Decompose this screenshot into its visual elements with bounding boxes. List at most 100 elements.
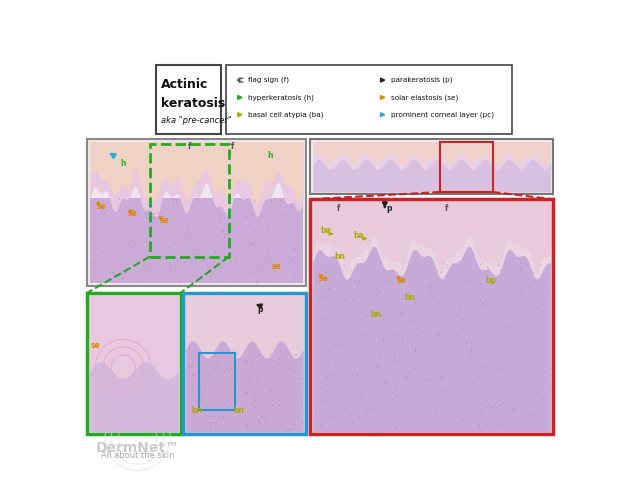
- Point: [221, 364, 231, 372]
- Point: [376, 428, 386, 435]
- Point: [212, 396, 223, 404]
- Point: [403, 396, 413, 404]
- Point: [186, 370, 196, 378]
- Point: [454, 363, 464, 371]
- Point: [508, 350, 518, 358]
- Point: [209, 352, 220, 360]
- Point: [528, 366, 538, 374]
- Point: [249, 198, 259, 205]
- Point: [451, 335, 461, 343]
- Point: [204, 265, 214, 273]
- Point: [420, 376, 430, 384]
- Point: [182, 360, 193, 368]
- Point: [129, 197, 139, 205]
- Point: [484, 420, 495, 427]
- Point: [265, 350, 275, 358]
- Point: [320, 382, 330, 389]
- Point: [106, 262, 116, 269]
- Point: [441, 327, 451, 335]
- Point: [531, 402, 541, 409]
- Point: [365, 363, 375, 371]
- Point: [287, 425, 297, 432]
- Point: [254, 419, 264, 426]
- Point: [412, 398, 422, 406]
- Point: [494, 318, 504, 325]
- Point: [435, 400, 445, 408]
- Point: [406, 425, 417, 432]
- Point: [375, 349, 385, 357]
- Point: [374, 337, 384, 345]
- Point: [396, 274, 406, 281]
- Point: [244, 240, 255, 248]
- Point: [312, 412, 322, 420]
- Point: [147, 205, 157, 213]
- Point: [379, 377, 389, 384]
- Text: parakeratosis (p): parakeratosis (p): [391, 77, 452, 84]
- Point: [364, 391, 374, 398]
- Point: [469, 405, 479, 412]
- Point: [471, 300, 481, 308]
- Point: [169, 195, 179, 203]
- Point: [491, 324, 501, 332]
- Point: [227, 407, 237, 415]
- Point: [106, 268, 116, 276]
- Point: [422, 425, 432, 433]
- Point: [364, 320, 374, 327]
- Point: [358, 356, 369, 363]
- Point: [333, 341, 344, 348]
- Point: [204, 352, 214, 360]
- Point: [371, 425, 381, 433]
- Point: [252, 277, 262, 285]
- Point: [392, 386, 403, 394]
- Point: [349, 335, 359, 343]
- Point: [516, 259, 527, 267]
- Point: [287, 277, 298, 285]
- Point: [473, 373, 483, 381]
- Point: [247, 356, 257, 364]
- Point: [255, 420, 266, 427]
- Point: [273, 356, 284, 363]
- Point: [529, 415, 540, 422]
- Point: [233, 375, 243, 383]
- Point: [217, 354, 227, 361]
- Point: [128, 205, 138, 213]
- Point: [537, 301, 547, 309]
- Point: [509, 272, 520, 280]
- Point: [252, 421, 262, 429]
- Point: [276, 421, 286, 429]
- Point: [193, 417, 203, 424]
- Point: [257, 264, 267, 272]
- Point: [420, 395, 431, 402]
- Point: [477, 259, 487, 266]
- Point: [244, 372, 254, 380]
- Point: [337, 354, 348, 361]
- Point: [481, 324, 491, 332]
- Point: [112, 219, 122, 227]
- Point: [275, 196, 285, 204]
- Point: [141, 263, 152, 270]
- Point: [275, 350, 285, 358]
- Point: [219, 400, 229, 408]
- Point: [415, 347, 425, 354]
- Point: [429, 348, 440, 355]
- Point: [127, 227, 138, 234]
- Point: [525, 278, 536, 286]
- Point: [224, 373, 234, 381]
- Point: [219, 232, 229, 240]
- Bar: [87, 293, 181, 434]
- Point: [366, 296, 376, 304]
- Point: [329, 397, 339, 405]
- Point: [408, 317, 418, 325]
- Point: [285, 372, 295, 380]
- Point: [118, 226, 129, 234]
- Point: [478, 363, 488, 371]
- Point: [99, 209, 109, 217]
- Point: [208, 418, 218, 425]
- Point: [186, 275, 196, 282]
- Point: [282, 425, 292, 432]
- Point: [431, 350, 441, 358]
- Point: [269, 236, 279, 243]
- Point: [330, 274, 340, 282]
- Point: [322, 397, 332, 405]
- Point: [360, 360, 371, 368]
